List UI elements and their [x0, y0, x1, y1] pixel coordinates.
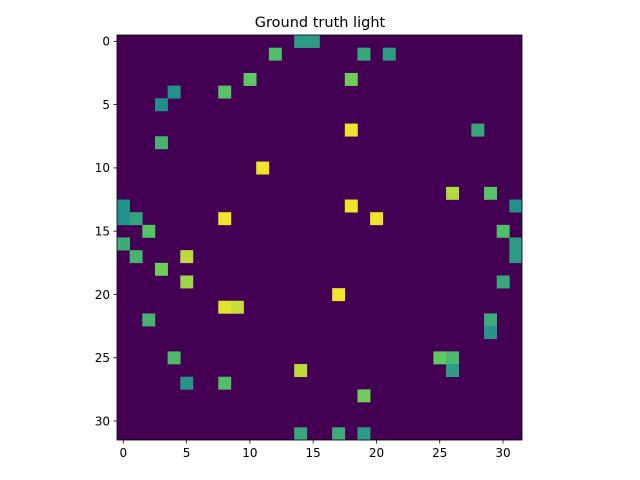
y-tick-label: 15	[95, 224, 110, 238]
heatmap-cell	[243, 72, 257, 86]
heatmap-cell	[154, 136, 168, 150]
heatmap-cell	[218, 85, 232, 99]
heatmap-cell	[446, 351, 460, 365]
heatmap-cell	[496, 224, 510, 238]
heatmap-cell	[471, 123, 485, 137]
heatmap-cell	[433, 351, 447, 365]
heatmap-cell	[129, 250, 143, 264]
heatmap-cell	[117, 199, 130, 213]
x-tick-label: 30	[495, 446, 510, 460]
chart-title: Ground truth light	[255, 15, 386, 31]
heatmap-cell	[154, 262, 168, 276]
heatmap-cell	[306, 35, 320, 48]
heatmap-cell	[332, 288, 346, 302]
x-tick-label: 5	[183, 446, 191, 460]
heatmap-cell	[509, 250, 523, 264]
heatmap-cell	[117, 212, 130, 226]
plot-frame	[116, 34, 523, 441]
heatmap-cell	[382, 47, 396, 61]
heatmap-cell	[218, 376, 232, 390]
heatmap-cell	[294, 35, 308, 48]
y-tick-label: 5	[102, 98, 110, 112]
heatmap-cell	[357, 47, 371, 61]
heatmap-cell	[294, 364, 308, 378]
x-tick-label: 15	[306, 446, 321, 460]
heatmap-cell	[484, 326, 497, 340]
heatmap-cell	[370, 212, 384, 226]
heatmap-cell	[218, 212, 232, 226]
heatmap-cell	[180, 275, 194, 289]
heatmap-cell	[142, 224, 156, 238]
y-tick-label: 30	[95, 414, 110, 428]
heatmap-cell	[142, 313, 156, 327]
heatmap-cell	[446, 364, 460, 378]
y-tick-label: 25	[95, 351, 110, 365]
x-tick-label: 25	[432, 446, 447, 460]
heatmap-cell	[129, 212, 143, 226]
heatmap-cell	[230, 300, 244, 314]
heatmap-cell	[446, 186, 460, 200]
plot-area	[116, 34, 523, 441]
heatmap-cell	[496, 275, 510, 289]
x-tick-label: 10	[242, 446, 257, 460]
heatmap-cell	[509, 199, 523, 213]
x-tick-label: 0	[120, 446, 128, 460]
heatmap-cell	[294, 427, 308, 441]
heatmap-cell	[268, 47, 282, 61]
heatmap-cell	[218, 300, 232, 314]
y-tick-label: 20	[95, 288, 110, 302]
y-tick-label: 0	[102, 35, 110, 49]
heatmap-cell	[167, 85, 181, 99]
heatmap-cell	[344, 123, 358, 137]
heatmap-cell	[344, 72, 358, 86]
heatmap-cell	[332, 427, 346, 441]
heatmap-cell	[357, 427, 371, 441]
heatmap-cell	[357, 389, 371, 403]
y-axis: 0 5 10 15 20 25 30	[95, 35, 117, 428]
heatmap-cell	[484, 186, 497, 200]
heatmap-cell	[154, 98, 168, 112]
heatmap-cell	[117, 237, 130, 251]
heatmap-cell	[180, 376, 194, 390]
y-tick-label: 10	[95, 161, 110, 175]
heatmap-cell	[167, 351, 181, 365]
heatmap-cell	[180, 250, 194, 264]
heatmap-cell	[484, 313, 497, 327]
heatmap-cell	[344, 199, 358, 213]
heatmap-cell	[509, 237, 523, 251]
x-axis: 0 5 10 15 20 25 30	[120, 440, 511, 460]
heatmap-cell	[256, 161, 270, 175]
x-tick-label: 20	[369, 446, 384, 460]
